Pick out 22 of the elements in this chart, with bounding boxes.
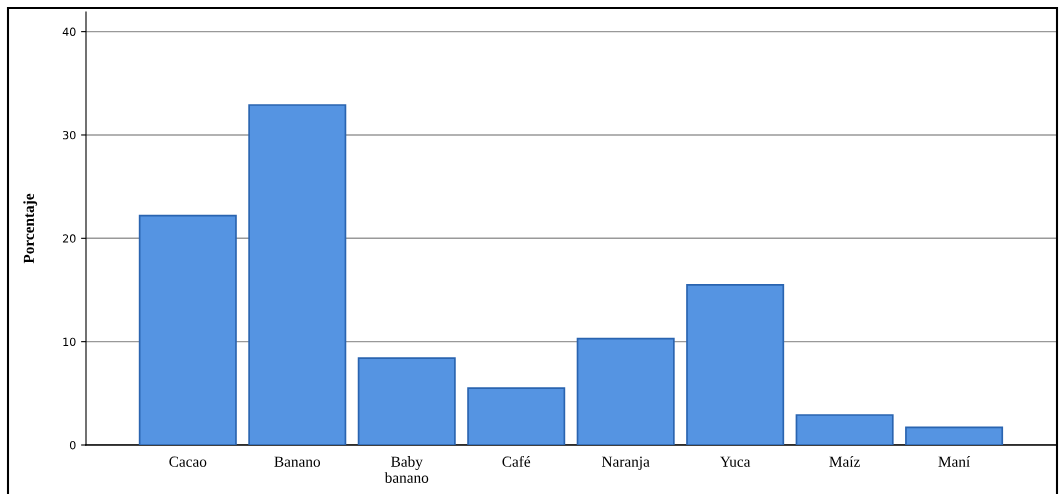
x-tick-label: Naranja: [601, 456, 650, 470]
y-tick-label: 10: [63, 337, 76, 347]
x-tick-label: Maní: [938, 456, 971, 467]
x-tick-label: Café: [502, 455, 531, 467]
y-axis-title: Porcentaje: [23, 193, 38, 264]
bar: [248, 104, 347, 445]
y-tick-label: 30: [62, 130, 76, 140]
bar: [686, 283, 785, 445]
bar: [467, 387, 566, 445]
x-tick-label: Maíz: [829, 456, 860, 467]
bar: [138, 214, 237, 445]
y-tick-label: 40: [62, 27, 76, 37]
bar: [576, 337, 675, 445]
x-tick-label: Baby banano: [384, 456, 429, 483]
y-tick-label: 0: [69, 440, 76, 450]
bar: [795, 414, 894, 445]
x-tick-label: Banano: [274, 456, 321, 467]
x-tick-label: Cacao: [169, 456, 207, 467]
bar: [905, 426, 1004, 445]
y-tick-label: 20: [62, 234, 76, 243]
x-tick-label: Yuca: [720, 456, 751, 467]
bar: [357, 357, 456, 445]
